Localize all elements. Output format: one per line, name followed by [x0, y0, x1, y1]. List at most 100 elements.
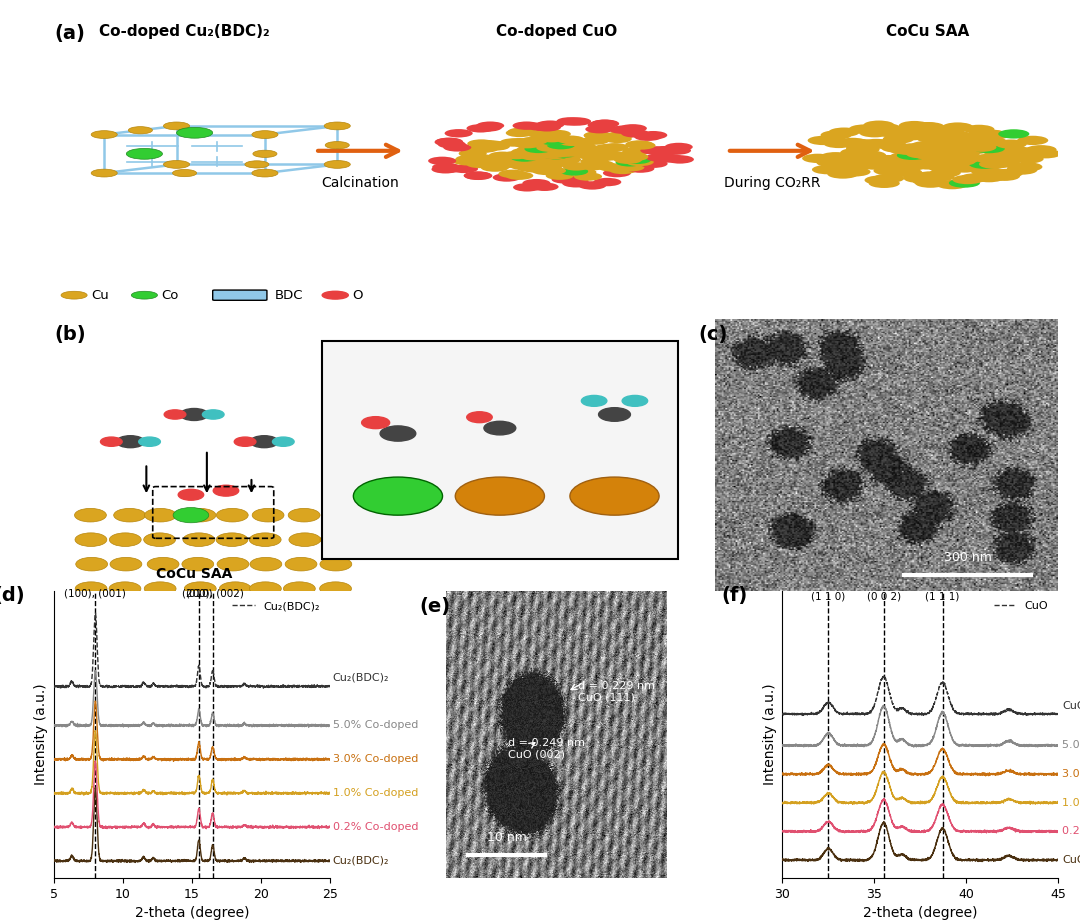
Circle shape	[960, 173, 991, 183]
Text: (d): (d)	[0, 586, 25, 604]
Circle shape	[910, 122, 942, 131]
Circle shape	[915, 171, 946, 181]
Circle shape	[579, 146, 607, 154]
Circle shape	[580, 162, 608, 170]
Circle shape	[484, 421, 516, 435]
Circle shape	[627, 141, 656, 150]
Text: During CO₂RR: During CO₂RR	[724, 176, 821, 190]
Circle shape	[936, 180, 968, 189]
Circle shape	[924, 148, 956, 157]
Circle shape	[634, 132, 662, 141]
Circle shape	[591, 119, 619, 128]
Circle shape	[942, 148, 973, 157]
Circle shape	[908, 153, 940, 163]
Circle shape	[586, 160, 615, 169]
Circle shape	[216, 533, 248, 546]
Text: (e): (e)	[419, 597, 450, 616]
Circle shape	[863, 120, 894, 130]
Circle shape	[541, 142, 569, 151]
Circle shape	[617, 163, 645, 172]
Circle shape	[538, 146, 566, 154]
Circle shape	[664, 142, 692, 152]
Circle shape	[619, 124, 647, 132]
Circle shape	[1024, 146, 1055, 155]
Circle shape	[848, 140, 879, 149]
Circle shape	[431, 165, 460, 174]
Circle shape	[623, 155, 651, 164]
Circle shape	[603, 169, 631, 177]
Circle shape	[640, 146, 669, 154]
Text: d = 0.229 nm
CuO (111): d = 0.229 nm CuO (111)	[578, 681, 656, 702]
Circle shape	[531, 137, 559, 145]
Circle shape	[578, 181, 606, 189]
Circle shape	[912, 147, 943, 156]
Circle shape	[555, 150, 583, 158]
Circle shape	[75, 533, 107, 546]
Circle shape	[880, 128, 912, 139]
Circle shape	[1030, 149, 1062, 158]
Circle shape	[563, 163, 591, 171]
Circle shape	[548, 144, 576, 152]
Circle shape	[539, 145, 567, 153]
Circle shape	[916, 149, 946, 158]
Circle shape	[556, 117, 584, 126]
Circle shape	[272, 437, 294, 446]
Circle shape	[1007, 164, 1038, 173]
Circle shape	[603, 152, 631, 161]
Circle shape	[502, 151, 530, 159]
Circle shape	[919, 147, 950, 156]
Circle shape	[833, 160, 864, 169]
Circle shape	[874, 166, 905, 176]
Circle shape	[591, 152, 619, 161]
Circle shape	[91, 130, 118, 139]
Circle shape	[916, 149, 947, 158]
Circle shape	[539, 137, 567, 145]
Circle shape	[606, 131, 634, 140]
Circle shape	[536, 120, 564, 128]
Circle shape	[459, 150, 487, 158]
X-axis label: 2-theta (degree): 2-theta (degree)	[863, 906, 977, 920]
Circle shape	[76, 582, 107, 595]
Circle shape	[117, 436, 145, 448]
Circle shape	[163, 122, 190, 130]
Legend: CuO: CuO	[989, 597, 1053, 615]
Circle shape	[849, 125, 880, 134]
Circle shape	[525, 145, 553, 153]
Circle shape	[974, 153, 1005, 163]
Circle shape	[991, 145, 1023, 155]
Circle shape	[523, 164, 551, 173]
Circle shape	[513, 121, 541, 130]
Circle shape	[905, 148, 936, 157]
Circle shape	[249, 557, 282, 571]
Circle shape	[953, 144, 984, 153]
Circle shape	[245, 161, 269, 168]
Circle shape	[984, 147, 1014, 157]
Circle shape	[818, 153, 848, 163]
Circle shape	[942, 137, 973, 146]
Circle shape	[540, 145, 568, 153]
Circle shape	[285, 557, 316, 571]
Circle shape	[978, 130, 1010, 140]
Circle shape	[542, 150, 570, 158]
Circle shape	[511, 148, 539, 156]
Circle shape	[868, 178, 900, 188]
Circle shape	[942, 154, 973, 164]
Circle shape	[963, 125, 995, 134]
Circle shape	[546, 141, 575, 150]
Circle shape	[909, 156, 940, 165]
Text: Co-neighbored
Cu: Co-neighbored Cu	[461, 537, 539, 558]
Circle shape	[289, 533, 321, 546]
Circle shape	[480, 161, 508, 169]
Circle shape	[537, 143, 565, 152]
Circle shape	[183, 533, 215, 546]
Circle shape	[973, 173, 1004, 182]
Circle shape	[869, 123, 901, 132]
Circle shape	[968, 163, 999, 172]
Circle shape	[971, 167, 1002, 176]
Circle shape	[935, 132, 967, 141]
Circle shape	[516, 164, 544, 172]
Circle shape	[550, 146, 578, 155]
Circle shape	[593, 144, 621, 152]
Circle shape	[625, 158, 653, 166]
Circle shape	[145, 582, 176, 595]
